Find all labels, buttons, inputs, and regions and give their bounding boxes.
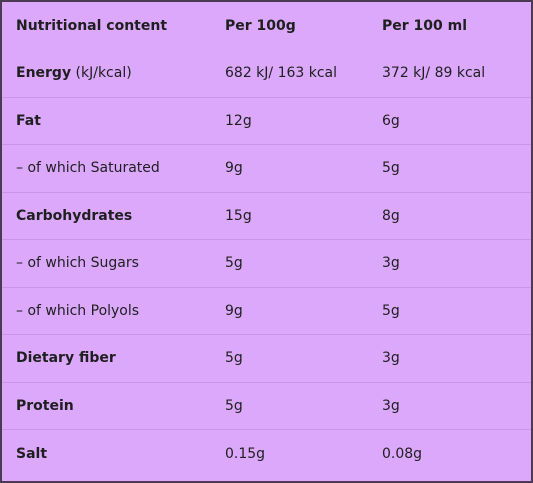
nutrient-label: – of which Saturated: [2, 145, 211, 193]
nutrient-name: – of which Saturated: [16, 160, 160, 177]
value-per-100ml: 3g: [382, 255, 400, 272]
value-per-100ml: 5g: [382, 160, 400, 177]
table-row: Carbohydrates 15g 8g: [2, 192, 531, 240]
nutrient-label: Energy (kJ/kcal): [2, 50, 211, 98]
nutrient-name: Salt: [16, 445, 48, 462]
value-per-100g: 9g: [225, 302, 243, 319]
header-per-100g: Per 100g: [225, 17, 296, 34]
value-per-100ml: 5g: [382, 302, 400, 319]
value-per-100g: 12g: [225, 112, 252, 129]
nutrient-label: – of which Polyols: [2, 287, 211, 335]
value-per-100ml: 6g: [382, 112, 400, 129]
value-per-100g: 15g: [225, 207, 252, 224]
header-nutritional-content: Nutritional content: [16, 17, 168, 34]
table-row: Dietary fiber 5g 3g: [2, 335, 531, 383]
value-per-100ml: 8g: [382, 207, 400, 224]
nutrient-name: Protein: [16, 397, 74, 414]
nutrient-name: – of which Sugars: [16, 255, 139, 272]
value-per-100g: 682 kJ/ 163 kcal: [225, 65, 338, 81]
table-row: – of which Sugars 5g 3g: [2, 240, 531, 288]
value-per-100ml: 0.08g: [382, 445, 423, 462]
nutrient-name: Fat: [16, 112, 41, 129]
table-row: Energy (kJ/kcal) 682 kJ/ 163 kcal 372 kJ/ …: [2, 50, 531, 98]
nutrient-name: – of which Polyols: [16, 302, 140, 319]
nutrient-label: Salt: [2, 430, 211, 478]
nutrient-name: Carbohydrates: [16, 207, 133, 224]
table-header-row: Nutritional content Per 100g Per 100 ml: [2, 2, 531, 50]
header-per-100ml: Per 100 ml: [382, 17, 468, 34]
nutrient-label: Fat: [2, 97, 211, 145]
value-per-100ml: 3g: [382, 397, 400, 414]
nutrient-unit: (kJ/kcal): [71, 65, 132, 81]
value-per-100g: 5g: [225, 350, 243, 367]
nutrient-label: – of which Sugars: [2, 240, 211, 288]
value-per-100ml: 3g: [382, 350, 400, 367]
table-row: Fat 12g 6g: [2, 97, 531, 145]
nutrient-label: Dietary fiber: [2, 335, 211, 383]
nutrient-name: Dietary fiber: [16, 350, 116, 367]
nutrient-label: Carbohydrates: [2, 192, 211, 240]
table-row: Salt 0.15g 0.08g: [2, 430, 531, 478]
nutrition-table: Nutritional content Per 100g Per 100 ml …: [2, 2, 531, 477]
value-per-100g: 5g: [225, 397, 243, 414]
table-row: Protein 5g 3g: [2, 382, 531, 430]
value-per-100g: 9g: [225, 160, 243, 177]
table-row: – of which Polyols 9g 5g: [2, 287, 531, 335]
value-per-100ml: 372 kJ/ 89 kcal: [382, 65, 486, 81]
nutrient-label: Protein: [2, 382, 211, 430]
value-per-100g: 5g: [225, 255, 243, 272]
table-row: – of which Saturated 9g 5g: [2, 145, 531, 193]
nutrient-name: Energy: [16, 65, 72, 81]
value-per-100g: 0.15g: [225, 445, 266, 462]
